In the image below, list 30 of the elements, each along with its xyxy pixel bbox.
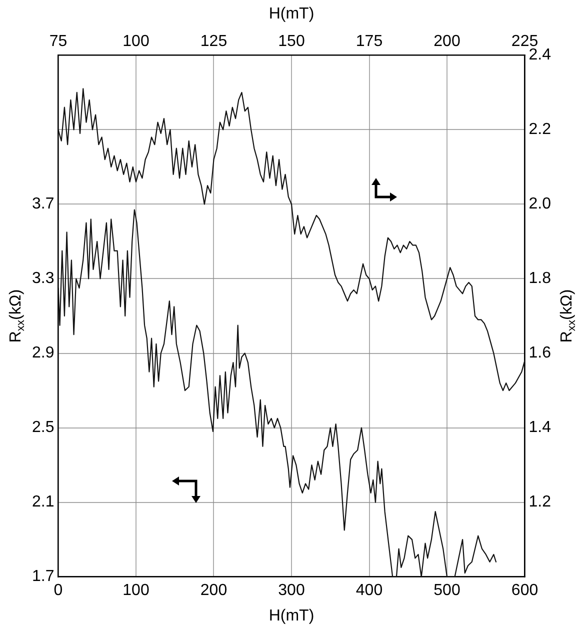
x-tick-label: 0 bbox=[54, 582, 63, 599]
y2-tick-label: 1.2 bbox=[528, 494, 552, 511]
y-tick-label: 2.1 bbox=[32, 494, 54, 511]
x2-tick-label: 75 bbox=[49, 33, 68, 50]
y2-axis-title: Rxx(kΩ) bbox=[558, 289, 578, 343]
x-tick-label: 400 bbox=[356, 582, 383, 599]
x2-tick-label: 150 bbox=[278, 33, 305, 50]
x-tick-label: 200 bbox=[200, 582, 228, 599]
x-tick-label: 300 bbox=[278, 582, 305, 599]
y2-tick-label: 1.4 bbox=[528, 419, 552, 436]
y-tick-label: 3.3 bbox=[32, 270, 54, 288]
x2-tick-label: 175 bbox=[356, 33, 383, 50]
x2-axis-title: H(mT) bbox=[268, 5, 314, 22]
y2-tick-label: 1.8 bbox=[528, 270, 552, 288]
x-axis-title: H(mT) bbox=[268, 607, 314, 624]
x2-tick-label: 200 bbox=[434, 33, 460, 50]
y-tick-label: 2.9 bbox=[32, 344, 54, 362]
y-tick-label: 1.7 bbox=[32, 568, 54, 586]
y2-tick-label: 1.6 bbox=[528, 344, 552, 362]
y-tick-label: 2.5 bbox=[32, 419, 54, 436]
x2-tick-label: 100 bbox=[122, 33, 150, 50]
y-axis-title: Rxx(kΩ) bbox=[7, 289, 27, 343]
x-tick-label: 500 bbox=[434, 582, 460, 599]
y2-tick-label: 2.0 bbox=[528, 196, 552, 213]
y-tick-label: 3.7 bbox=[32, 196, 54, 213]
x-tick-label: 600 bbox=[511, 582, 538, 599]
y2-tick-label: 2.4 bbox=[528, 46, 552, 64]
x-tick-label: 100 bbox=[122, 582, 150, 599]
x2-tick-label: 125 bbox=[200, 33, 228, 50]
y2-tick-label: 2.2 bbox=[528, 121, 552, 138]
